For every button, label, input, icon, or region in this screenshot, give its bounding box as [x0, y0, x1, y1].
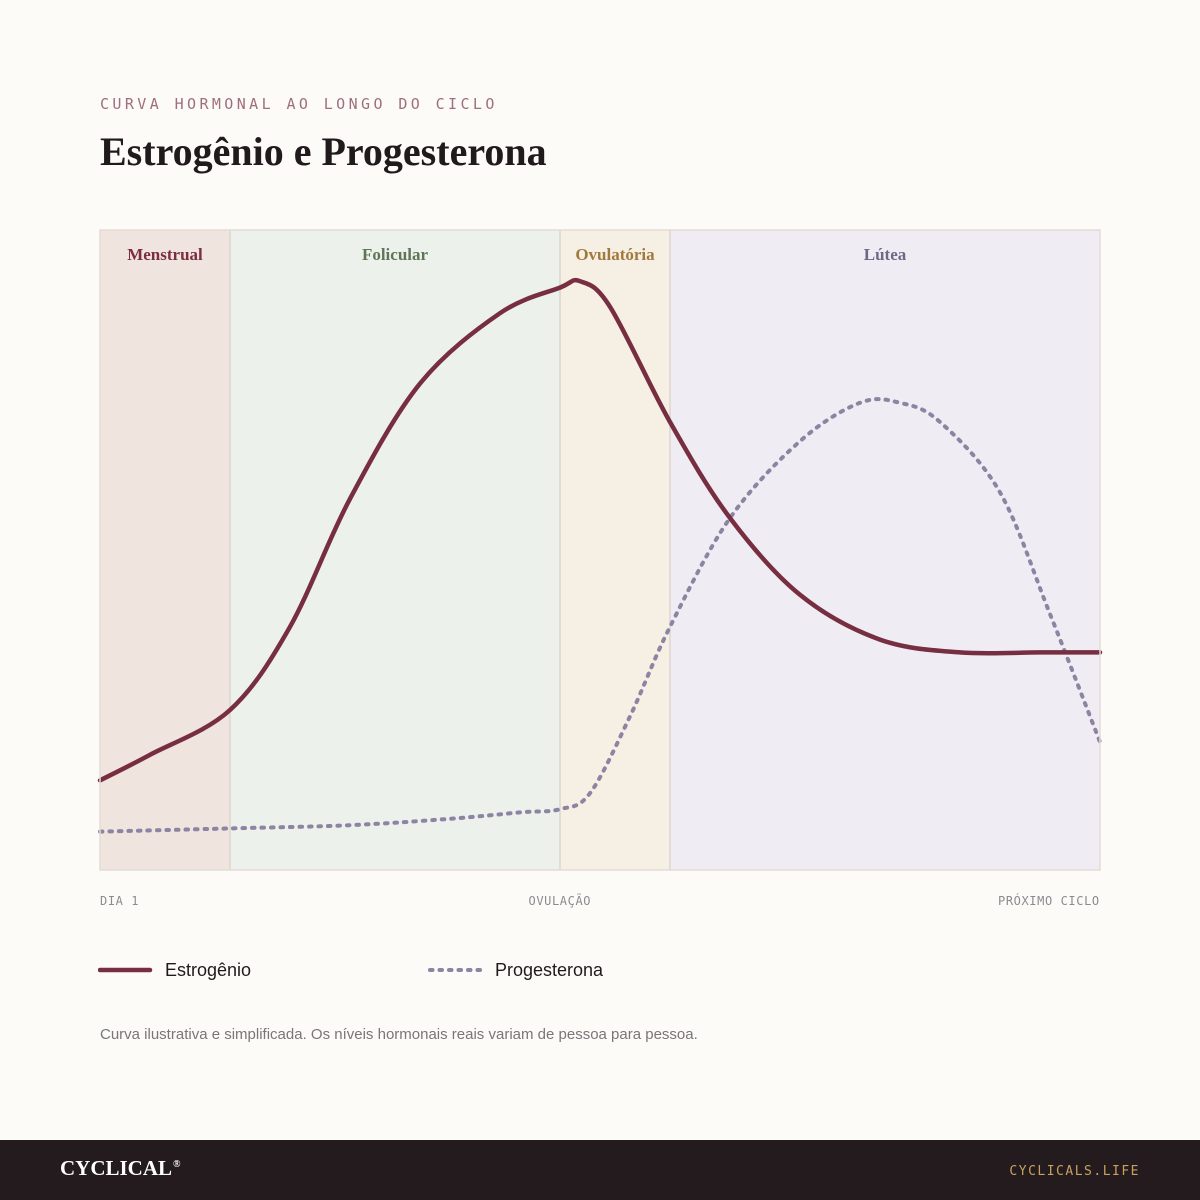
- phase-band-folicular: [230, 230, 560, 870]
- legend-item-progesterona: Progesterona: [428, 958, 603, 982]
- phase-label-folicular: Folicular: [362, 245, 429, 264]
- footer-bar: CYCLICAL® CYCLICALS.LIFE: [0, 1140, 1200, 1200]
- hormone-chart: Menstrual Folicular Ovulatória Lútea: [97, 229, 1103, 871]
- phase-band-menstrual: [100, 230, 230, 870]
- legend-swatch-dotted: [428, 968, 484, 972]
- site-link[interactable]: CYCLICALS.LIFE: [1009, 1164, 1140, 1179]
- phase-label-lutea: Lútea: [864, 245, 907, 264]
- series-line-progesterona: [98, 397, 1102, 834]
- registered-mark: ®: [173, 1159, 181, 1170]
- brand-logo: CYCLICAL®: [60, 1156, 181, 1181]
- disclaimer-note: Curva ilustrativa e simplificada. Os nív…: [100, 1026, 698, 1043]
- legend-label-estrogenio: Estrogênio: [165, 960, 252, 980]
- page-title: Estrogênio e Progesterona: [100, 129, 547, 174]
- legend-label-progesterona: Progesterona: [495, 960, 604, 980]
- eyebrow-label: CURVA HORMONAL AO LONGO DO CICLO: [100, 95, 498, 113]
- phase-label-ovulatoria: Ovulatória: [575, 245, 655, 264]
- legend-item-estrogenio: Estrogênio: [97, 958, 251, 982]
- series-line-estrogenio: [97, 277, 1103, 783]
- phase-band-lutea: [670, 230, 1100, 870]
- x-tick-ovulacao: OVULAÇÃO: [528, 894, 592, 908]
- x-tick-dia-1: DIA 1: [100, 894, 140, 908]
- phase-label-menstrual: Menstrual: [127, 245, 203, 264]
- phase-band-ovulatoria: [560, 230, 670, 870]
- brand-name: CYCLICAL: [60, 1156, 173, 1180]
- legend-swatch-solid: [97, 967, 153, 973]
- plot-frame: [99, 229, 1101, 871]
- x-tick-proximo-ciclo: PRÓXIMO CICLO: [998, 894, 1100, 908]
